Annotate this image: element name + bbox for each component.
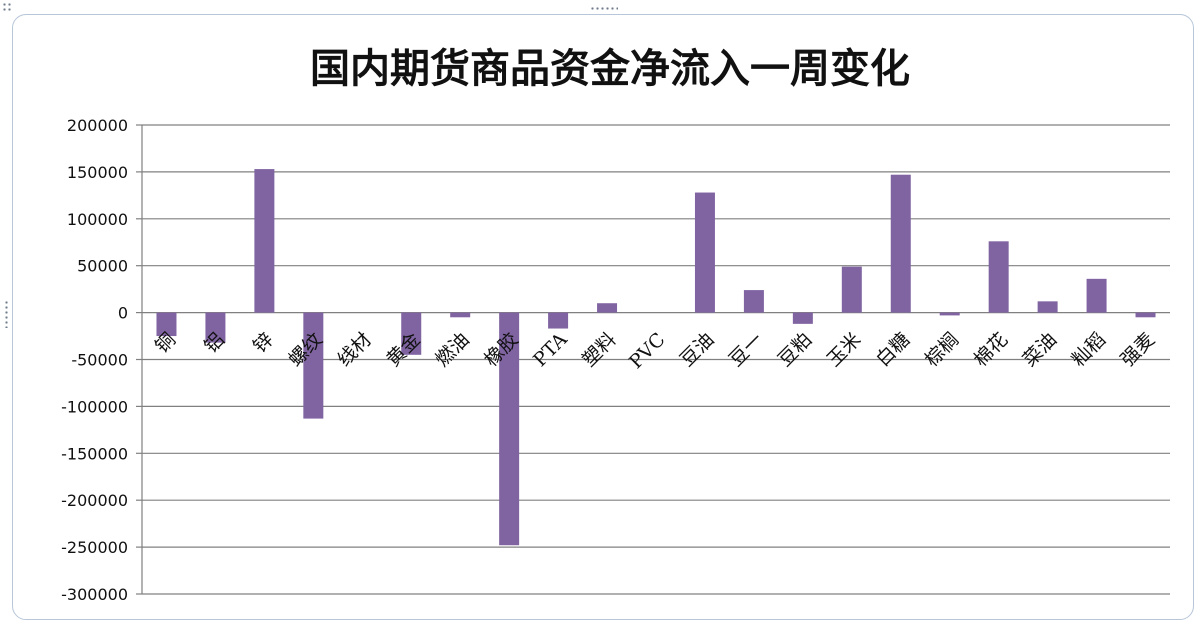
y-axis: 200000 150000 100000 50000 0 -50000 -100000 -15… — [61, 116, 143, 604]
x-tick-label: 线材 — [333, 329, 375, 371]
bar — [890, 174, 911, 313]
bar — [1135, 312, 1156, 318]
y-tick-label: 0 — [118, 304, 128, 323]
bar — [597, 303, 618, 313]
x-tick-label: PVC — [625, 329, 670, 374]
x-tick-label: 塑料 — [578, 329, 620, 371]
bar — [254, 169, 275, 313]
resize-handle-top[interactable] — [590, 6, 618, 12]
y-tick-label: 50000 — [77, 257, 128, 276]
chart-title: 国内期货商品资金净流入一周变化 — [310, 45, 910, 92]
x-tick-label: 白糖 — [872, 329, 914, 371]
bar — [450, 312, 471, 318]
y-tick-label: 200000 — [67, 116, 128, 135]
x-tick-label: 锌 — [249, 329, 278, 358]
x-tick-label: 强麦 — [1117, 329, 1159, 371]
y-tick-label: -100000 — [61, 397, 128, 416]
x-tick-label: 豆粕 — [774, 329, 816, 371]
resize-handle-left[interactable] — [4, 300, 10, 328]
x-tick-label: 豆一 — [725, 329, 767, 371]
bar — [694, 192, 715, 313]
selection-handle-corner[interactable] — [2, 2, 12, 12]
y-tick-label: -50000 — [71, 351, 128, 370]
bar — [1037, 301, 1058, 313]
y-tick-label: -200000 — [61, 491, 128, 510]
x-tick-label: 棕榈 — [921, 329, 963, 371]
bar — [1086, 278, 1107, 313]
y-tick-label: -150000 — [61, 444, 128, 463]
y-tick-label: -250000 — [61, 538, 128, 557]
x-tick-label: 豆油 — [676, 329, 718, 371]
bar — [156, 312, 177, 337]
bar — [988, 241, 1009, 313]
bar — [548, 312, 569, 329]
bar — [205, 312, 226, 343]
y-tick-label: 100000 — [67, 210, 128, 229]
x-tick-label: PTA — [529, 328, 572, 371]
bar — [401, 312, 422, 355]
x-tick-label: 玉米 — [823, 329, 865, 371]
x-axis-labels: 铜铝锌螺纹 线材 黄金 燃油 橡胶 PTA 塑料 PVC 豆油 豆一 豆粕 玉米 白糖 棕榈 棉花 菜油 籼稻强… — [151, 328, 1159, 373]
x-tick-label: 棉花 — [970, 329, 1012, 371]
x-tick-label: 菜油 — [1019, 329, 1061, 371]
bar — [841, 266, 862, 313]
y-tick-label: 150000 — [67, 163, 128, 182]
bar — [743, 290, 764, 313]
y-tick-label: -300000 — [61, 585, 128, 604]
bar — [499, 312, 520, 546]
x-tick-label: 籼稻 — [1068, 329, 1110, 371]
bar — [303, 312, 324, 419]
bar — [792, 312, 813, 324]
x-tick-label: 燃油 — [431, 329, 473, 371]
bar — [939, 312, 960, 316]
bars — [156, 169, 1156, 546]
